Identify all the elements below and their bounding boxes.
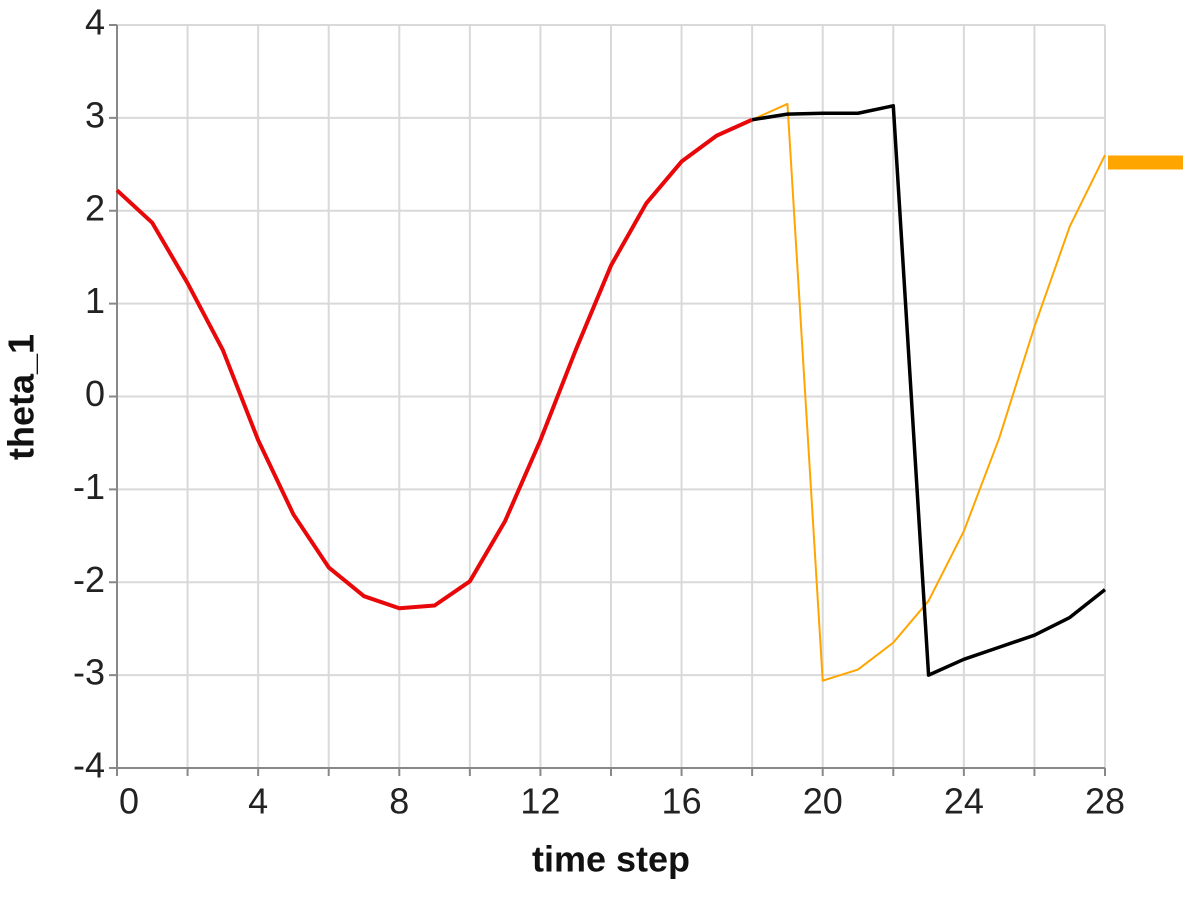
x-tick-label: 8: [389, 781, 409, 822]
y-tick-label: -3: [73, 652, 105, 693]
x-tick-label: 24: [944, 781, 984, 822]
x-tick-label: 20: [803, 781, 843, 822]
x-tick-label: 16: [662, 781, 702, 822]
y-tick-label: -1: [73, 466, 105, 507]
y-tick-label: 3: [85, 94, 105, 135]
series-line: [751, 102, 1106, 682]
series-line: [115, 117, 753, 611]
y-tick-label: 1: [85, 280, 105, 321]
x-tick-label: 0: [119, 781, 139, 822]
series-line: [751, 104, 1107, 677]
x-tick-label: 12: [520, 781, 560, 822]
y-tick-label: 4: [85, 2, 105, 43]
y-tick-label: -4: [73, 745, 105, 786]
x-axis-label: time step: [532, 839, 690, 880]
x-tick-label: 28: [1085, 781, 1125, 822]
y-tick-label: 2: [85, 187, 105, 228]
y-tick-label: -2: [73, 559, 105, 600]
x-tick-label: 4: [248, 781, 268, 822]
y-axis-label: theta_1: [1, 334, 42, 460]
y-tick-label: 0: [85, 373, 105, 414]
